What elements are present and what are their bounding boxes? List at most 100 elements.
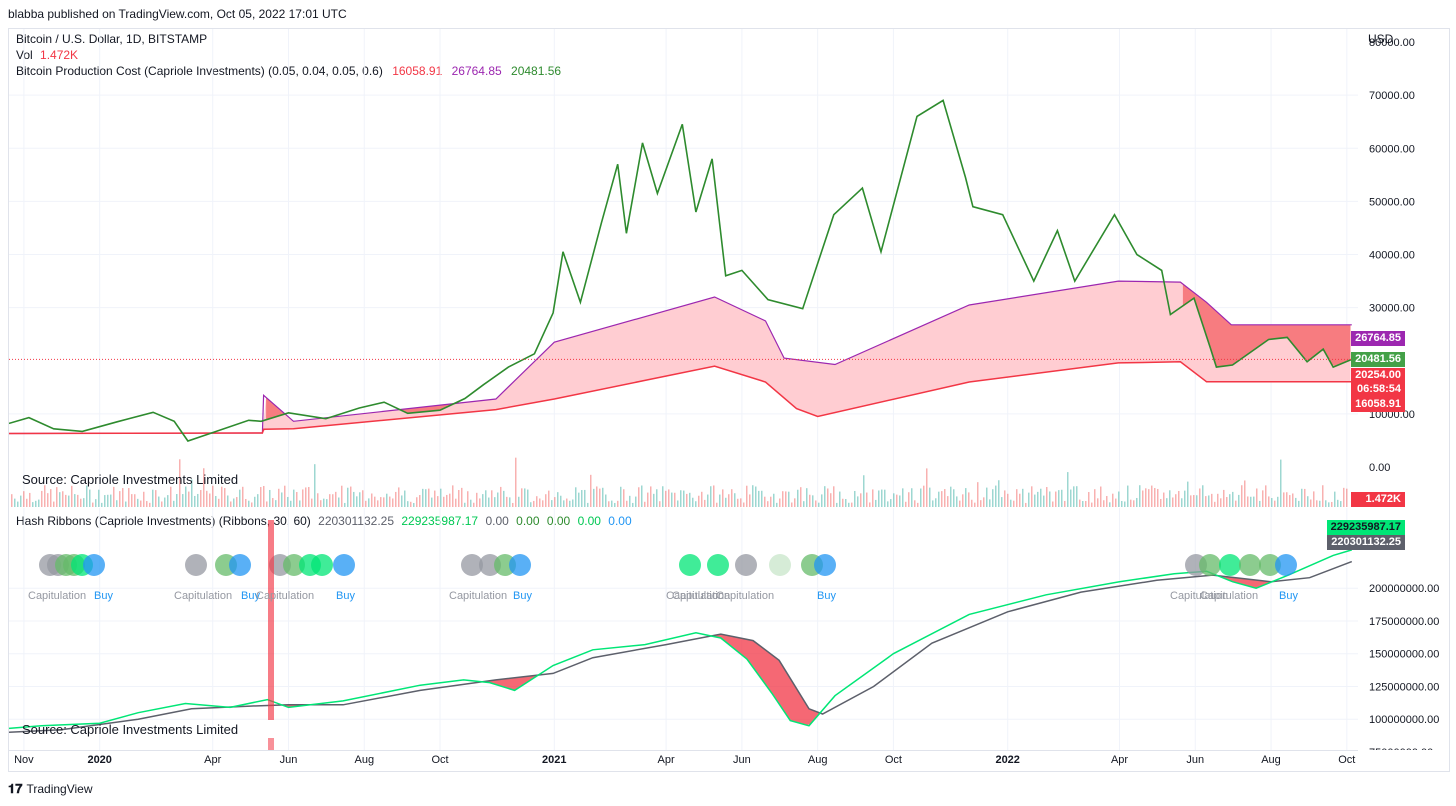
volume-bar xyxy=(668,489,670,507)
volume-bar xyxy=(155,490,157,507)
volume-bar xyxy=(704,499,706,507)
hash-ribbons-legend[interactable]: Hash Ribbons (Capriole Investments) (Rib… xyxy=(16,514,632,528)
volume-bar xyxy=(737,498,739,507)
signal-dot xyxy=(1259,554,1281,576)
volume-bar xyxy=(587,502,589,507)
tradingview-brand[interactable]: 𝟏𝟕 TradingView xyxy=(8,781,93,797)
volume-bar xyxy=(659,501,661,507)
time-tick-label: 2020 xyxy=(87,754,112,766)
volume-bar xyxy=(1322,485,1324,507)
hash-ribbons-chart[interactable] xyxy=(9,508,1358,750)
volume-bar xyxy=(968,492,970,507)
volume-bar xyxy=(1334,491,1336,507)
time-axis[interactable]: Nov 2020 Apr Jun Aug Oct 2021 Apr Jun Aug Oct 2022 A… xyxy=(9,750,1358,772)
capitulation-marker xyxy=(268,738,274,750)
time-tick-label: Jun xyxy=(733,754,751,766)
volume-bar xyxy=(1316,500,1318,507)
volume-bar xyxy=(86,485,88,507)
volume-bar xyxy=(1052,501,1054,507)
volume-bar xyxy=(941,491,943,507)
volume-bar xyxy=(143,491,145,507)
volume-bar xyxy=(425,489,427,507)
volume-bar xyxy=(890,499,892,507)
volume-bar xyxy=(812,495,814,507)
volume-bar xyxy=(884,489,886,507)
volume-bar xyxy=(44,485,46,507)
volume-bar xyxy=(1124,501,1126,507)
volume-bar xyxy=(800,487,802,507)
volume-bar xyxy=(815,500,817,507)
volume-bar xyxy=(356,496,358,507)
volume-bar xyxy=(119,491,121,507)
signal-dot xyxy=(769,554,791,576)
volume-bar xyxy=(881,489,883,507)
volume-bar xyxy=(731,489,733,507)
volume-bar xyxy=(479,498,481,507)
volume-bar xyxy=(1259,500,1261,507)
volume-bar xyxy=(59,492,61,507)
volume-bar xyxy=(908,492,910,507)
volume-bar xyxy=(1130,499,1132,507)
price-chart[interactable] xyxy=(9,29,1358,507)
symbol-title[interactable]: Bitcoin / U.S. Dollar, 1D, BITSTAMP xyxy=(16,32,208,46)
volume-bar xyxy=(95,499,97,507)
volume-bar xyxy=(764,496,766,507)
volume-bar xyxy=(71,485,73,507)
volume-bar xyxy=(461,487,463,507)
signal-dot xyxy=(461,554,483,576)
hash-axis[interactable]: 200000000.00 175000000.00 150000000.00 1250… xyxy=(1358,508,1450,750)
volume-bar xyxy=(992,489,994,507)
volume-bar xyxy=(698,495,700,507)
signal-label-capitulation-9: Capitulation xyxy=(1200,590,1259,602)
volume-bar xyxy=(1337,499,1339,507)
volume-bar xyxy=(689,492,691,507)
fast-hashrate-line xyxy=(9,549,1353,730)
volume-bar xyxy=(110,494,112,507)
volume-bar xyxy=(65,494,67,507)
volume-bar xyxy=(980,500,982,507)
volume-bar xyxy=(1136,497,1138,507)
volume-bar xyxy=(782,491,784,507)
volume-bar xyxy=(701,491,703,507)
volume-bar xyxy=(623,489,625,507)
currency-label: USD xyxy=(1368,32,1394,46)
volume-bar xyxy=(983,497,985,507)
volume-bar xyxy=(911,488,913,507)
volume-bar xyxy=(578,492,580,507)
volume-bar xyxy=(1103,500,1105,507)
volume-bar xyxy=(374,496,376,507)
volume-bar xyxy=(437,496,439,507)
volume-bar xyxy=(203,468,205,507)
volume-bar xyxy=(383,497,385,507)
volume-bar xyxy=(458,489,460,507)
signal-label-capitulation-6: Capitulation xyxy=(672,590,731,602)
volume-bar xyxy=(473,502,475,507)
volume-bar xyxy=(866,492,868,507)
volume-bar xyxy=(26,498,28,507)
price-tick-label: 70000.00 xyxy=(1369,90,1415,102)
volume-bar xyxy=(1121,500,1123,507)
signal-dot xyxy=(311,554,333,576)
volume-bar xyxy=(1016,489,1018,507)
hash-tick-label: 100000000.00 xyxy=(1369,714,1439,726)
volume-bar xyxy=(791,502,793,507)
volume-bar xyxy=(206,490,208,507)
volume-bar xyxy=(89,489,91,507)
volume-bar xyxy=(368,498,370,507)
volume-bar xyxy=(503,490,505,507)
volume-bar xyxy=(1160,498,1162,507)
volume-bar xyxy=(527,489,529,507)
volume-bar xyxy=(1304,488,1306,507)
volume-bar xyxy=(230,501,232,507)
last-price-tag: 20254.00 xyxy=(1351,368,1405,383)
volume-bar xyxy=(1325,500,1327,507)
volume-bar xyxy=(185,486,187,507)
volume-bar xyxy=(1001,497,1003,507)
volume-bar xyxy=(1127,485,1129,507)
volume-bar xyxy=(1031,486,1033,507)
volume-bar xyxy=(1097,498,1099,507)
production-cost-legend[interactable]: Bitcoin Production Cost (Capriole Invest… xyxy=(16,64,561,78)
volume-bar xyxy=(1118,491,1120,507)
price-axis[interactable]: 80000.00 70000.00 60000.00 50000.00 40000.00… xyxy=(1358,29,1450,507)
volume-bar xyxy=(1235,500,1237,507)
